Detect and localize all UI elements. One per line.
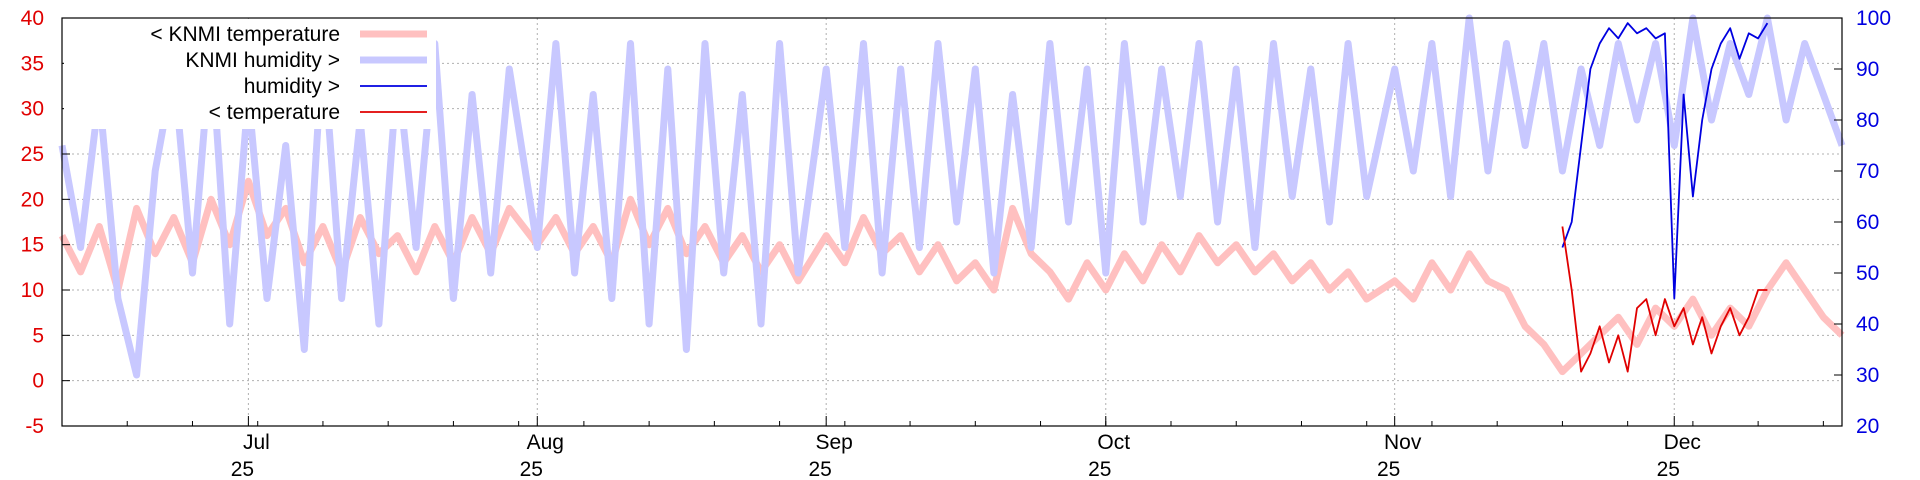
series-line-humidity: [1561, 22, 1769, 300]
right-tick-label: 60: [1856, 211, 1879, 234]
x-tick-month: Aug: [527, 431, 564, 454]
legend-label: < temperature: [209, 101, 340, 124]
x-tick-month: Sep: [816, 431, 853, 454]
left-tick-label: 30: [21, 98, 44, 121]
left-tick-label: -5: [25, 415, 44, 438]
series-line-knmi-temperature: [58, 177, 1845, 376]
x-tick-year: 25: [231, 458, 254, 480]
x-tick-year: 25: [809, 458, 832, 480]
right-tick-label: 30: [1856, 364, 1879, 387]
right-tick-label: 20: [1856, 415, 1879, 438]
x-tick-year: 25: [1657, 458, 1680, 480]
legend-label: humidity >: [244, 75, 340, 98]
x-tick-year: 25: [1088, 458, 1111, 480]
right-tick-label: 90: [1856, 58, 1879, 81]
x-tick-month: Jul: [243, 431, 270, 454]
left-tick-label: 25: [21, 143, 44, 166]
left-tick-label: 10: [21, 279, 44, 302]
legend: < KNMI temperature KNMI humidity > humidit…: [64, 19, 436, 129]
x-tick-month: Nov: [1384, 431, 1422, 454]
x-tick-year: 25: [520, 458, 543, 480]
legend-label: < KNMI temperature: [150, 23, 340, 46]
legend-label: KNMI humidity >: [185, 49, 340, 72]
left-tick-label: 35: [21, 52, 44, 75]
x-tick-year: 25: [1377, 458, 1400, 480]
left-tick-label: 20: [21, 188, 44, 211]
x-tick-month: Dec: [1664, 431, 1701, 454]
x-tick-month: Oct: [1097, 431, 1130, 454]
left-tick-label: 15: [21, 234, 44, 257]
left-tick-label: 0: [32, 370, 44, 393]
series-line-temperature: [1561, 226, 1768, 373]
series-line-knmi-humidity: [58, 14, 1846, 379]
left-tick-label: 5: [32, 324, 44, 347]
left-tick-label: 40: [21, 7, 44, 30]
right-tick-label: 70: [1856, 160, 1879, 183]
right-tick-label: 40: [1856, 313, 1879, 336]
right-tick-label: 80: [1856, 109, 1879, 132]
right-tick-label: 100: [1856, 7, 1891, 30]
right-tick-label: 50: [1856, 262, 1879, 285]
